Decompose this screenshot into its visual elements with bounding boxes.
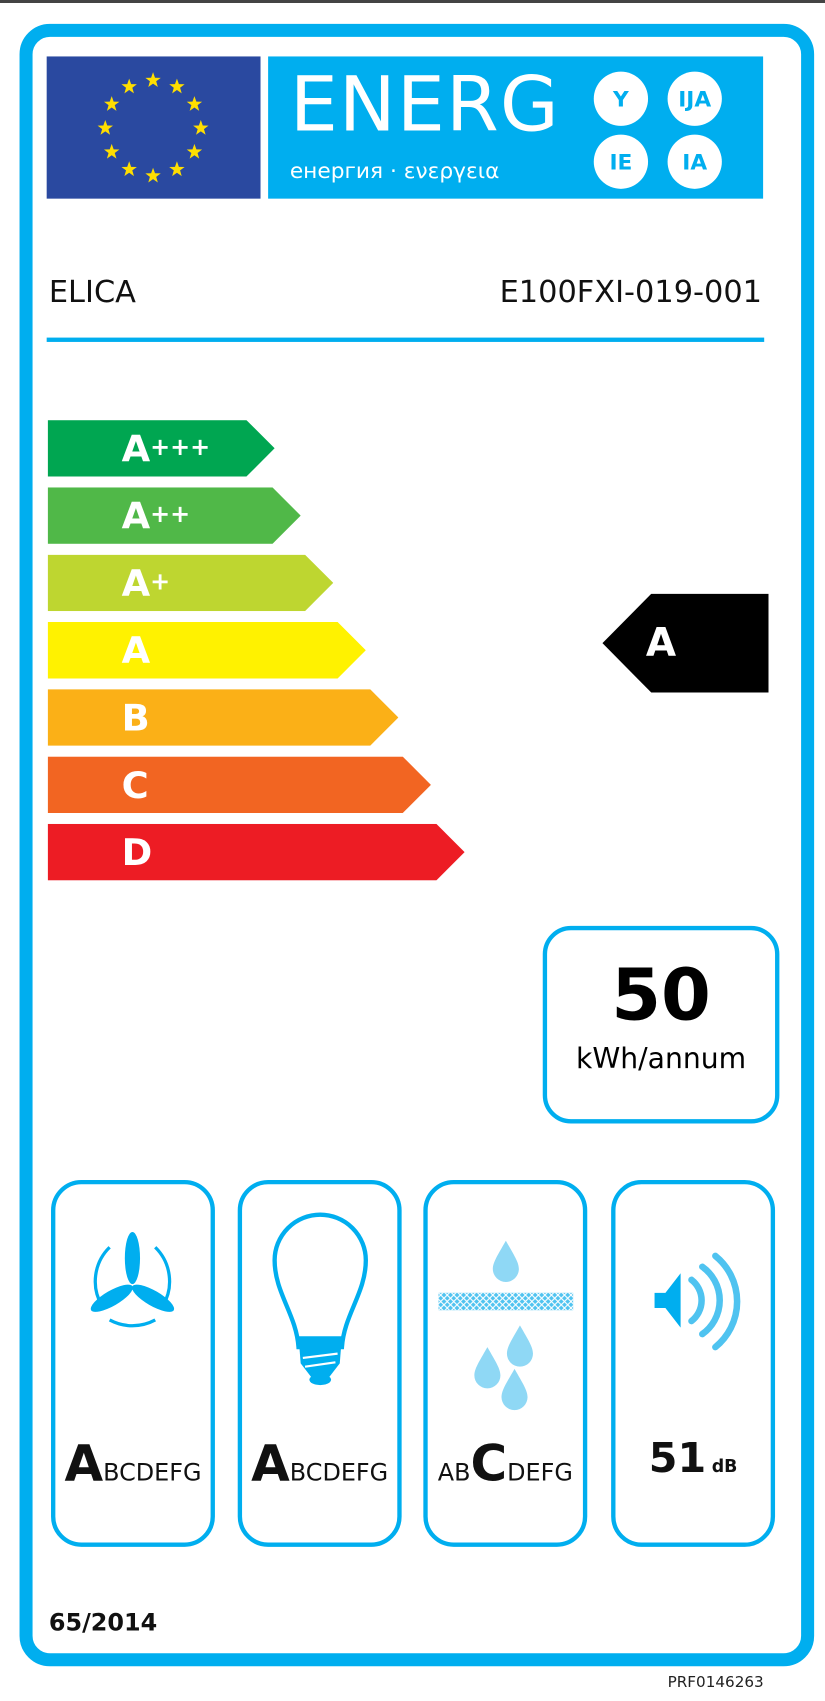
noise-unit: dB (711, 1455, 738, 1477)
energy-banner: ENERG енергия · ενεργεια Y IJA IE IA (268, 56, 764, 199)
top-edge (0, 0, 825, 3)
scale-bar-d: D (47, 823, 465, 881)
scale-bar-app: A++ (47, 487, 301, 544)
scale-plus: + (150, 568, 171, 596)
suffix-ia: IA (667, 134, 722, 189)
eu-flag-icon (46, 56, 261, 199)
grease-filter-icon (438, 1240, 574, 1411)
rating-arrow: A (602, 593, 769, 693)
class-pre: AB (437, 1459, 471, 1488)
energy-word: ENERG (289, 59, 560, 149)
divider (46, 337, 765, 342)
lighting-box: ABCDEFG (237, 1179, 402, 1547)
label-frame (19, 23, 815, 1667)
regulation-number: 65/2014 (48, 1609, 158, 1637)
star-icon (121, 161, 137, 177)
star-icon (193, 119, 209, 135)
star-icon (145, 167, 161, 183)
star-icon (169, 161, 185, 177)
energy-consumption-box: 50 kWh/annum (542, 925, 780, 1124)
grease-filtering-class: C (470, 1433, 508, 1493)
suffix-ie: IE (593, 134, 649, 189)
fluid-dynamic-box: ABCDEFG (51, 1179, 215, 1547)
scale-bar-c: C (47, 756, 431, 814)
scale-bar-b: B (47, 689, 399, 746)
rating-letter: A (645, 620, 677, 666)
noise-box: 51 dB (611, 1179, 776, 1547)
star-icon (186, 143, 203, 159)
scale-letter: A (121, 629, 151, 674)
star-icon (169, 78, 185, 94)
star-icon (186, 96, 203, 111)
scale-bar-ap: A+ (47, 554, 334, 612)
scale-letter: B (121, 696, 150, 741)
class-post: DEFG (507, 1459, 573, 1488)
product-code: PRF0146263 (667, 1673, 764, 1692)
supplier-name: ELICA (48, 273, 136, 310)
model-identifier: E100FXI-019-001 (499, 273, 763, 310)
consumption-value: 50 (611, 953, 711, 1037)
scale-letter: D (121, 831, 153, 875)
scale-bar-a: A (47, 621, 366, 679)
lighting-class: A (251, 1433, 290, 1493)
scale-letter: C (121, 764, 149, 808)
star-icon (103, 96, 120, 111)
scale-letter: A (121, 494, 151, 539)
grease-filtering-box: ABCDEFG (423, 1179, 588, 1547)
star-icon (97, 119, 114, 135)
consumption-unit: kWh/annum (576, 1043, 747, 1076)
class-post: BCDEFG (289, 1459, 389, 1488)
energy-subtitle: енергия · ενεργεια (289, 157, 500, 184)
fan-icon (90, 1232, 175, 1328)
scale-letter: A (121, 427, 151, 472)
light-bulb-icon (272, 1212, 368, 1386)
star-icon (145, 72, 161, 87)
suffix-y: Y (593, 71, 649, 126)
star-icon (121, 78, 137, 94)
speaker-icon (654, 1252, 741, 1351)
class-post: BCDEFG (103, 1459, 202, 1488)
fluid-dynamic-class: A (64, 1433, 104, 1493)
noise-value: 51 (648, 1433, 707, 1482)
scale-letter: A (121, 562, 151, 606)
scale-bar-appp: A+++ (47, 420, 275, 477)
star-icon (103, 143, 120, 159)
suffix-ija: IJA (667, 71, 722, 126)
scale-plus: +++ (150, 434, 211, 462)
scale-plus: ++ (150, 501, 191, 529)
